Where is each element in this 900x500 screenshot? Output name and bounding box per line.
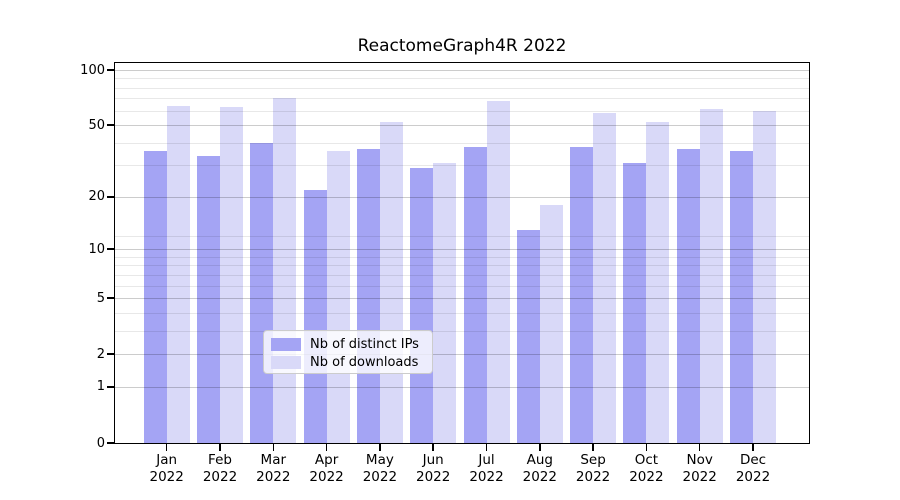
x-tick-jun	[432, 444, 434, 451]
bar-downloads-apr	[326, 151, 350, 443]
gridline-minor-8	[115, 265, 809, 267]
bar-distinct-ips-feb	[197, 155, 220, 443]
x-tick-label-nov: Nov 2022	[682, 452, 717, 485]
gridline-minor-40	[115, 142, 809, 144]
gridline-minor-70	[115, 98, 809, 100]
gridline-minor-3	[115, 330, 809, 332]
x-tick-oct	[645, 444, 648, 451]
gridline-minor-7	[115, 274, 809, 276]
legend-label-distinct-ips: Nb of distinct IPs	[310, 336, 419, 352]
legend-entry-distinct-ips: Nb of distinct IPs	[271, 335, 432, 353]
legend-swatch-downloads	[271, 355, 301, 369]
x-tick-sep	[592, 444, 594, 451]
bar-distinct-ips-jun	[410, 168, 434, 443]
legend-label-downloads: Nb of downloads	[310, 354, 419, 370]
gridline-minor-90	[115, 78, 809, 80]
y-tick-0	[107, 442, 114, 444]
bar-downloads-jul	[486, 100, 510, 443]
y-tick-5	[107, 297, 114, 299]
y-tick-50	[107, 124, 114, 126]
legend: Nb of distinct IPs Nb of downloads	[263, 330, 433, 374]
x-tick-label-may: May 2022	[362, 452, 398, 485]
x-tick-apr	[325, 444, 328, 451]
gridline-major-20	[115, 196, 809, 198]
bar-downloads-aug	[539, 205, 563, 443]
x-tick-label-sep: Sep 2022	[575, 452, 611, 485]
bar-distinct-ips-jan	[143, 151, 167, 443]
x-tick-jan	[165, 444, 168, 451]
y-tick-label-20: 20	[88, 189, 105, 205]
bar-distinct-ips-oct	[623, 162, 647, 443]
x-tick-label-jul: Jul 2022	[469, 452, 504, 485]
bar-downloads-nov	[699, 109, 723, 443]
y-tick-label-0: 0	[96, 435, 105, 451]
y-tick-2	[107, 353, 114, 355]
y-tick-100	[107, 69, 114, 71]
legend-entry-downloads: Nb of downloads	[271, 353, 432, 371]
y-tick-1	[107, 386, 114, 388]
x-tick-label-aug: Aug 2022	[522, 452, 557, 485]
bar-distinct-ips-nov	[676, 149, 700, 443]
chart-title: ReactomeGraph4R 2022	[357, 36, 567, 56]
bar-distinct-ips-may	[356, 149, 380, 443]
x-tick-may	[379, 444, 381, 451]
x-tick-jul	[485, 444, 488, 451]
gridline-minor-4	[115, 312, 809, 314]
bar-distinct-ips-jul	[463, 146, 487, 443]
y-tick-20	[107, 196, 114, 198]
x-tick-label-apr: Apr 2022	[309, 452, 344, 485]
gridline-minor-6	[115, 285, 809, 287]
gridline-major-100	[115, 70, 809, 71]
bar-downloads-mar	[273, 98, 297, 443]
x-tick-label-dec: Dec 2022	[735, 452, 771, 485]
bar-downloads-jan	[166, 105, 190, 443]
gridline-major-2	[115, 354, 809, 356]
y-tick-10	[107, 248, 114, 250]
x-tick-label-jun: Jun 2022	[416, 452, 451, 485]
y-tick-label-50: 50	[88, 117, 105, 133]
y-tick-label-10: 10	[88, 241, 105, 257]
x-tick-nov	[698, 444, 701, 451]
bar-downloads-oct	[646, 122, 670, 443]
x-tick-label-jan: Jan 2022	[149, 452, 184, 485]
bar-downloads-may	[379, 122, 403, 443]
bar-distinct-ips-dec	[730, 151, 753, 443]
y-tick-label-100: 100	[80, 62, 105, 78]
plot-area	[107, 62, 810, 451]
bar-distinct-ips-apr	[303, 189, 327, 443]
gridline-major-50	[115, 125, 809, 127]
gridline-major-10	[115, 249, 809, 251]
bar-downloads-jun	[433, 162, 457, 443]
legend-swatch-distinct-ips	[271, 337, 301, 351]
y-tick-label-5: 5	[96, 290, 105, 306]
gridline-minor-9	[115, 256, 809, 258]
x-tick-dec	[752, 444, 754, 451]
gridline-minor-60	[115, 110, 809, 112]
bar-downloads-dec	[753, 110, 776, 443]
x-tick-mar	[272, 444, 275, 451]
x-tick-label-feb: Feb 2022	[202, 452, 238, 485]
bar-downloads-feb	[220, 106, 243, 443]
bar-distinct-ips-sep	[570, 146, 594, 443]
x-tick-feb	[219, 444, 221, 451]
x-tick-aug	[539, 444, 541, 451]
gridline-major-5	[115, 298, 809, 300]
gridline-minor-30	[115, 165, 809, 167]
gridline-minor-12	[115, 235, 809, 237]
gridline-major-1	[115, 386, 809, 388]
bar-distinct-ips-aug	[516, 229, 540, 443]
x-tick-label-mar: Mar 2022	[256, 452, 291, 485]
y-tick-label-1: 1	[96, 379, 105, 395]
x-tick-label-oct: Oct 2022	[629, 452, 664, 485]
gridline-minor-80	[115, 87, 809, 89]
bar-downloads-sep	[593, 113, 617, 443]
bar-distinct-ips-mar	[250, 142, 274, 443]
y-tick-label-2: 2	[96, 346, 105, 362]
